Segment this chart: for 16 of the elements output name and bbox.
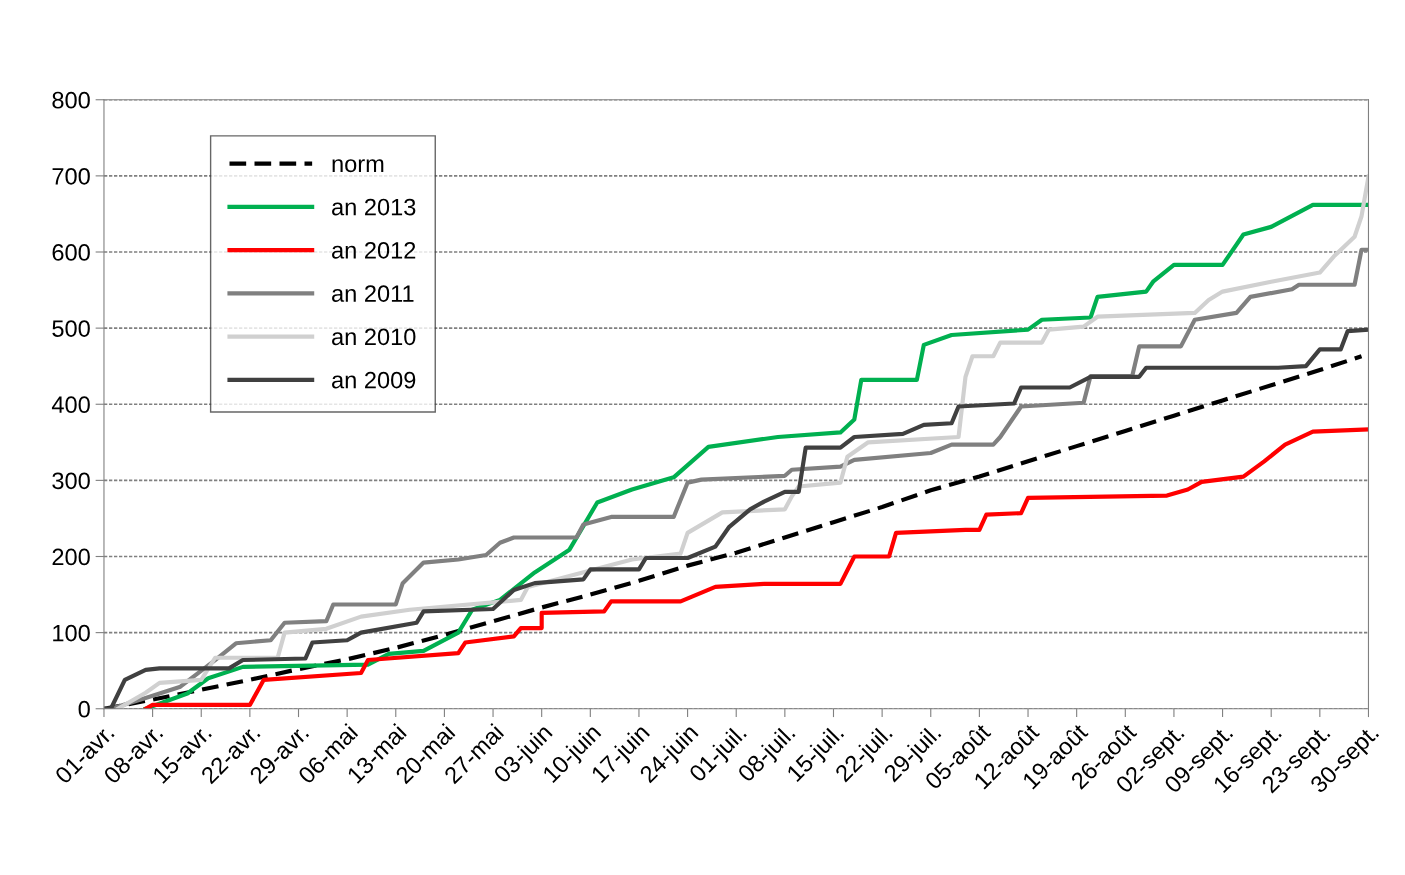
y-tick-label: 100: [53, 624, 90, 642]
line-series: [143, 427, 1369, 709]
legend-label: an 2009: [332, 371, 416, 389]
y-tick-label: 400: [51, 396, 90, 414]
legend-label: norm: [332, 159, 384, 173]
y-tick-label: 700: [52, 167, 90, 185]
legend-label: an 2010: [332, 328, 416, 346]
y-tick-label: 300: [52, 472, 90, 490]
y-tick-label: 600: [52, 244, 90, 261]
legend-label: an 2011: [332, 285, 414, 302]
legend-label: an 2013: [332, 198, 416, 216]
y-tick-label: 200: [52, 548, 90, 566]
y-tick-label: 800: [52, 91, 90, 109]
y-tick-label: 500: [52, 320, 90, 337]
legend-label: an 2012: [332, 241, 416, 259]
y-tick-label: 0: [78, 700, 90, 718]
